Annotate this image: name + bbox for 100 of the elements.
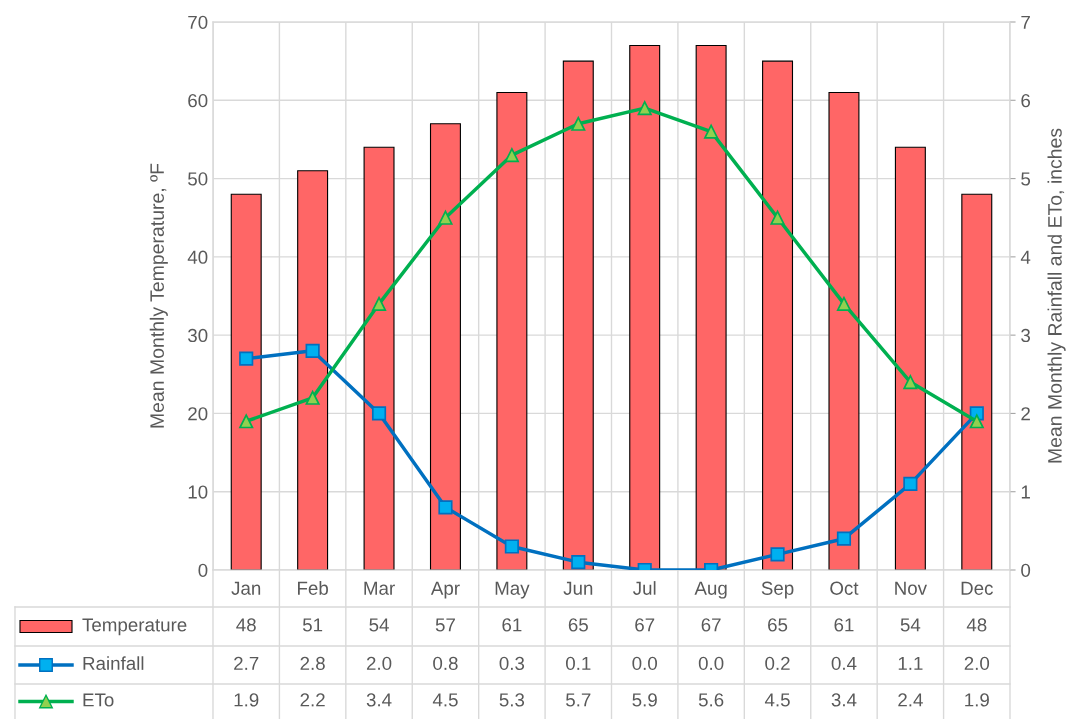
- data-label: 54: [900, 618, 921, 632]
- data-label: 48: [236, 618, 256, 632]
- data-label: 2.8: [300, 656, 325, 671]
- bar: [894, 146, 926, 570]
- y2-tick-label: 7: [1021, 15, 1030, 29]
- legend-label: Rainfall: [83, 656, 144, 671]
- y-tick-label: 0: [198, 563, 208, 577]
- data-label: 2.7: [234, 656, 259, 670]
- y-tick-label: 50: [188, 172, 208, 186]
- point: [239, 414, 254, 429]
- bar: [562, 60, 594, 570]
- data-label: 0.8: [433, 656, 458, 671]
- point: [305, 343, 320, 358]
- point: [305, 390, 320, 405]
- x-tick-label: Jul: [633, 581, 656, 595]
- point: [704, 124, 719, 139]
- point: [770, 210, 785, 225]
- data-label: 2.2: [300, 693, 325, 707]
- data-label: 0.2: [765, 656, 790, 671]
- data-label: 0.0: [632, 656, 658, 671]
- y-tick-label: 30: [188, 328, 208, 343]
- x-tick-label: Dec: [961, 581, 993, 595]
- data-label: 5.7: [566, 693, 591, 707]
- data-label: 67: [701, 618, 721, 632]
- data-label: 2.0: [964, 656, 990, 671]
- point: [836, 296, 852, 311]
- x-tick-label: Sep: [761, 581, 794, 599]
- data-label: 0.4: [831, 656, 857, 671]
- y2-tick-label: 5: [1021, 172, 1031, 186]
- data-label: 61: [502, 618, 522, 632]
- data-label: 67: [635, 618, 655, 632]
- x-tick-label: Mar: [364, 581, 395, 595]
- point: [637, 101, 652, 116]
- bar: [496, 91, 528, 570]
- data-label: 3.4: [831, 693, 857, 707]
- point: [371, 296, 387, 311]
- data-label: 1.9: [965, 693, 989, 707]
- data-label: 1.9: [234, 693, 259, 707]
- data-label: 65: [568, 618, 588, 632]
- point: [836, 531, 852, 546]
- y-tick-label: 40: [187, 250, 208, 264]
- y-tick-label: 70: [188, 15, 208, 29]
- data-label: 65: [768, 618, 788, 632]
- point: [903, 375, 918, 390]
- bar: [961, 193, 993, 570]
- y2-tick-label: 4: [1020, 250, 1031, 264]
- data-label: 2.0: [366, 656, 392, 671]
- y2-tick-label: 1: [1021, 485, 1030, 499]
- y-tick-label: 10: [188, 485, 208, 499]
- data-label: 61: [834, 618, 854, 632]
- bar: [695, 44, 727, 570]
- data-label: 0.3: [499, 656, 525, 671]
- data-label: 57: [435, 618, 455, 632]
- data-label: 5.9: [632, 693, 657, 707]
- x-tick-label: Jan: [231, 581, 261, 595]
- y2-axis-title: Mean Monthly Rainfall and ETo, inches: [1047, 128, 1066, 463]
- point: [504, 539, 519, 554]
- y2-tick-label: 0: [1021, 563, 1031, 577]
- bar: [363, 146, 395, 570]
- bar: [297, 170, 329, 570]
- bar: [762, 60, 794, 570]
- data-label: 1.1: [898, 656, 923, 670]
- bar: [230, 193, 262, 570]
- data-label: 48: [966, 618, 987, 632]
- legend-label: ETo: [83, 693, 114, 707]
- data-label: 5.3: [499, 693, 525, 707]
- bar: [429, 123, 461, 570]
- x-tick-label: May: [495, 581, 530, 599]
- legend-label: Temperature: [82, 618, 187, 636]
- y2-tick-label: 2: [1021, 407, 1030, 421]
- y-tick-label: 20: [188, 407, 208, 421]
- x-tick-label: Oct: [830, 581, 859, 595]
- x-tick-label: Feb: [298, 581, 328, 595]
- bar: [629, 44, 661, 570]
- point: [438, 210, 453, 225]
- data-label: 4.5: [432, 693, 458, 707]
- data-label: 0.0: [698, 656, 724, 671]
- bar: [828, 91, 860, 570]
- data-label: 4.5: [764, 693, 790, 707]
- point: [239, 351, 254, 366]
- x-tick-label: Nov: [895, 581, 927, 595]
- point: [770, 547, 785, 562]
- point: [571, 116, 586, 131]
- x-tick-label: Aug: [694, 581, 727, 599]
- y-tick-label: 60: [188, 93, 208, 108]
- data-label: 54: [369, 618, 389, 632]
- y2-tick-label: 3: [1021, 328, 1031, 343]
- data-label: 3.4: [366, 693, 392, 707]
- point: [504, 148, 519, 163]
- x-tick-label: Apr: [430, 581, 460, 599]
- data-label: 2.4: [898, 693, 923, 707]
- x-tick-label: Jun: [563, 581, 593, 595]
- y2-tick-label: 6: [1021, 93, 1031, 108]
- point: [371, 406, 387, 421]
- y-axis-title: Mean Monthly Temperature, ºF: [149, 163, 168, 428]
- point: [969, 414, 984, 429]
- point: [903, 476, 918, 491]
- point: [438, 500, 453, 515]
- data-label: 5.6: [698, 693, 724, 707]
- point: [571, 555, 586, 570]
